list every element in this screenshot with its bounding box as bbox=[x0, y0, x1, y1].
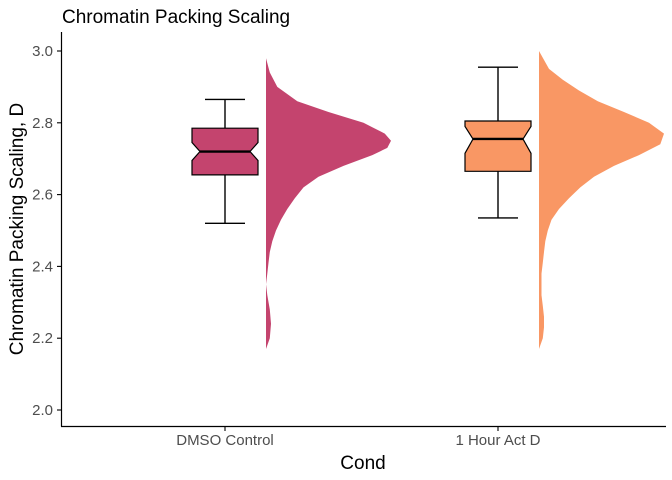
axes: DMSO Control 1 Hour Act D 2.0 2.2 2.4 2.6 2.8 3… bbox=[32, 32, 666, 449]
y-tick-label-5: 3.0 bbox=[32, 43, 53, 60]
y-tick-label-1: 2.2 bbox=[32, 330, 53, 347]
y-axis-title: Chromatin Packing Scaling, D bbox=[7, 103, 28, 355]
chart-title: Chromatin Packing Scaling bbox=[62, 7, 290, 28]
density-dmso-control bbox=[266, 58, 391, 349]
y-tick-label-2: 2.4 bbox=[32, 258, 53, 275]
y-tick-label-0: 2.0 bbox=[32, 402, 53, 419]
x-tick-label-dmso-control: DMSO Control bbox=[176, 432, 274, 449]
x-tick-label-1-hour-act-d: 1 Hour Act D bbox=[455, 432, 540, 449]
plot-area bbox=[191, 51, 664, 349]
y-tick-label-4: 2.8 bbox=[32, 115, 53, 132]
density-1-hour-act-d bbox=[539, 51, 664, 349]
y-tick-label-3: 2.6 bbox=[32, 187, 53, 204]
box-1-hour-act-d bbox=[464, 120, 532, 172]
x-axis-title: Cond bbox=[340, 453, 385, 474]
